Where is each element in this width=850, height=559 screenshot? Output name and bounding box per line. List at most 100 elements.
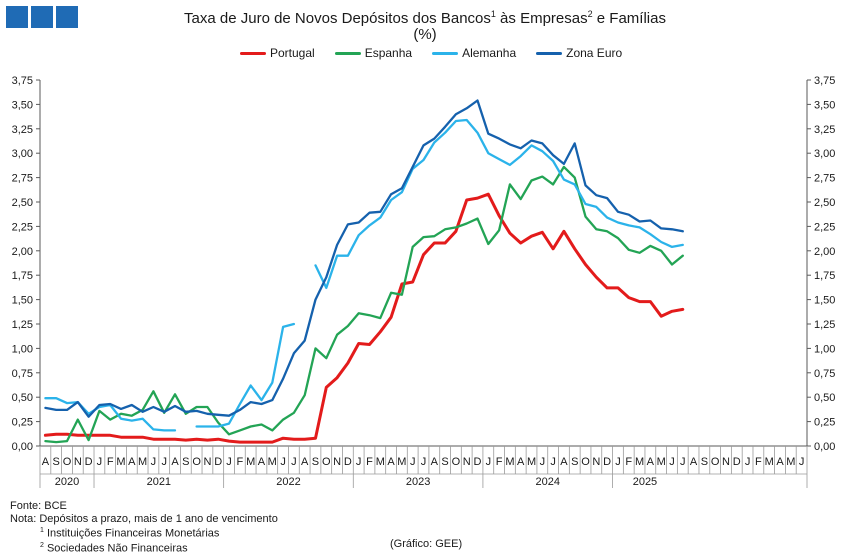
- year-label: 2024: [535, 476, 559, 488]
- y-tick-label-left: 1,75: [12, 270, 33, 282]
- month-label: M: [786, 456, 795, 468]
- month-label: N: [463, 456, 471, 468]
- title-main: Taxa de Juro de Novos Depósitos dos Banc…: [184, 10, 491, 27]
- year-label: 2020: [55, 476, 79, 488]
- legend-label-portugal: Portugal: [270, 46, 315, 60]
- month-label: A: [387, 456, 395, 468]
- month-label: F: [107, 456, 114, 468]
- month-label: M: [397, 456, 406, 468]
- title-mid: às Empresas: [495, 10, 588, 27]
- source-note: Fonte: BCE: [10, 500, 67, 512]
- logo-square: [31, 6, 53, 28]
- month-label: S: [182, 456, 189, 468]
- month-label: F: [366, 456, 373, 468]
- y-tick-label-left: 3,00: [12, 148, 33, 160]
- month-label: J: [280, 456, 286, 468]
- year-label: 2021: [147, 476, 171, 488]
- chart-title: Taxa de Juro de Novos Depósitos dos Banc…: [0, 6, 850, 27]
- month-label: O: [192, 456, 201, 468]
- y-tick-label-left: 0,00: [12, 441, 33, 453]
- month-label: J: [421, 456, 427, 468]
- month-label: A: [431, 456, 439, 468]
- y-tick-label-left: 0,25: [12, 417, 33, 429]
- month-label: M: [505, 456, 514, 468]
- month-label: M: [246, 456, 255, 468]
- y-tick-label-right: 1,00: [814, 343, 835, 355]
- month-label: F: [236, 456, 243, 468]
- month-label: M: [268, 456, 277, 468]
- legend-item-espanha: Espanha: [334, 46, 413, 60]
- y-tick-label-left: 2,25: [12, 221, 33, 233]
- y-tick-label-right: 0,75: [814, 368, 835, 380]
- month-label: D: [214, 456, 222, 468]
- month-label: F: [496, 456, 503, 468]
- month-label: J: [356, 456, 362, 468]
- year-label: 2023: [406, 476, 430, 488]
- month-label: N: [333, 456, 341, 468]
- title-footnote-1: 1: [490, 9, 496, 19]
- y-tick-label-left: 2,00: [12, 246, 33, 258]
- month-label: J: [799, 456, 805, 468]
- y-tick-label-left: 0,50: [12, 392, 33, 404]
- y-tick-label-right: 1,25: [814, 319, 835, 331]
- month-label: S: [441, 456, 448, 468]
- legend-label-zona-euro: Zona Euro: [566, 46, 623, 60]
- y-tick-label-left: 2,75: [12, 173, 33, 185]
- month-label: A: [258, 456, 266, 468]
- methodology-note: Nota: Depósitos a prazo, mais de 1 ano d…: [10, 512, 278, 525]
- month-label: A: [647, 456, 655, 468]
- month-label: A: [560, 456, 568, 468]
- series-line-espanha: [44, 165, 684, 444]
- legend-swatch-alemanha: [432, 51, 459, 55]
- month-label: S: [571, 456, 578, 468]
- month-label: A: [128, 456, 136, 468]
- month-label: O: [581, 456, 590, 468]
- month-label: J: [151, 456, 157, 468]
- month-label: J: [615, 456, 621, 468]
- legend-item-alemanha: Alemanha: [432, 46, 516, 60]
- month-label: D: [603, 456, 611, 468]
- chart-notes: Fonte: BCE Nota: Depósitos a prazo, mais…: [10, 500, 278, 555]
- month-label: A: [517, 456, 525, 468]
- month-label: N: [74, 456, 82, 468]
- y-tick-label-right: 1,50: [814, 295, 835, 307]
- month-label: M: [116, 456, 125, 468]
- chart-subtitle: (%): [413, 26, 437, 43]
- footnote-1: 1 Instituições Financeiras Monetárias: [10, 525, 278, 540]
- month-label: M: [527, 456, 536, 468]
- y-tick-label-right: 2,50: [814, 197, 835, 209]
- month-label: J: [97, 456, 103, 468]
- month-label: S: [53, 456, 60, 468]
- month-label: J: [226, 456, 232, 468]
- y-tick-label-left: 1,25: [12, 319, 33, 331]
- y-tick-label-right: 2,00: [814, 246, 835, 258]
- series-line-zona-euro: [44, 99, 684, 418]
- month-label: S: [701, 456, 708, 468]
- month-label: A: [301, 456, 309, 468]
- y-tick-label-left: 2,50: [12, 197, 33, 209]
- month-label: J: [669, 456, 675, 468]
- title-end: e Famílias: [592, 10, 666, 27]
- month-label: J: [540, 456, 546, 468]
- month-label: D: [85, 456, 93, 468]
- legend-label-alemanha: Alemanha: [462, 46, 517, 60]
- month-label: J: [161, 456, 167, 468]
- month-label: M: [376, 456, 385, 468]
- month-label: F: [625, 456, 632, 468]
- gee-logo: [6, 6, 78, 28]
- y-tick-label-left: 3,75: [12, 75, 33, 87]
- y-tick-label-right: 3,25: [814, 124, 835, 136]
- title-footnote-2: 2: [587, 9, 593, 19]
- legend-label-espanha: Espanha: [364, 46, 413, 60]
- y-tick-label-left: 0,75: [12, 368, 33, 380]
- month-label: O: [63, 456, 72, 468]
- y-tick-label-left: 1,00: [12, 343, 33, 355]
- month-label: M: [657, 456, 666, 468]
- month-label: D: [344, 456, 352, 468]
- month-label: J: [486, 456, 492, 468]
- month-label: F: [755, 456, 762, 468]
- month-label: M: [765, 456, 774, 468]
- month-label: D: [733, 456, 741, 468]
- legend-swatch-zona-euro: [536, 51, 563, 55]
